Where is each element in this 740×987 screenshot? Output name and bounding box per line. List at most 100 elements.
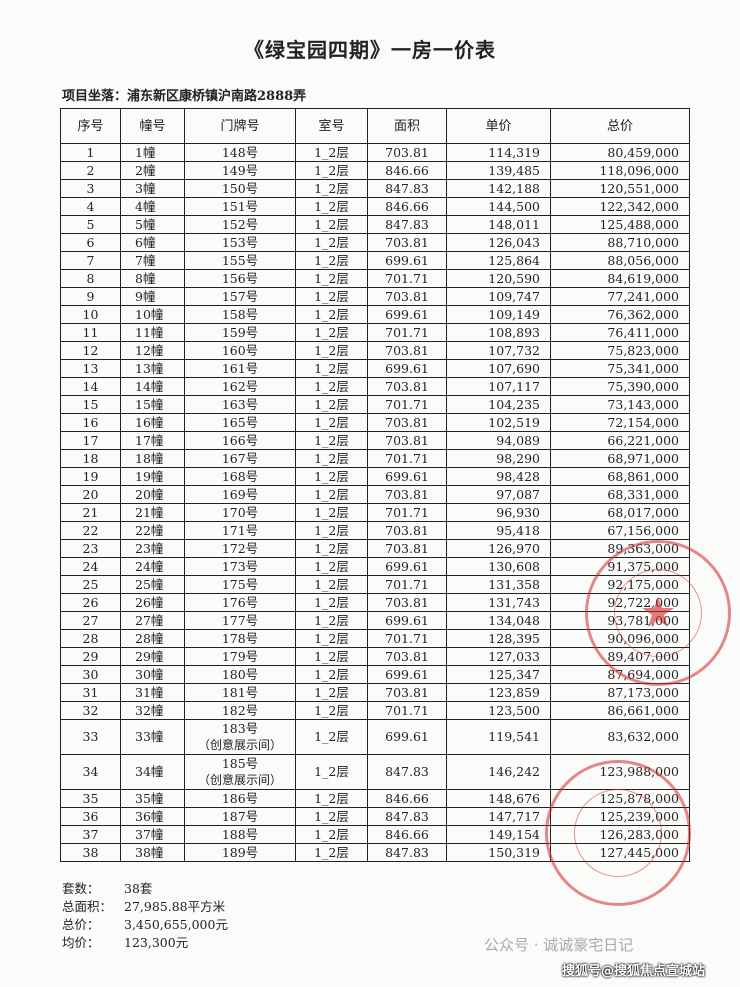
table-cell: 172号 [184,539,296,558]
table-cell: 182号 [184,701,296,720]
table-cell: 131,358 [446,575,551,594]
table-cell: 25 [60,575,121,594]
table-row: 1 1幢 148号 1_2层 703.81 114,319 80,459,000 [60,143,690,162]
table-cell: 98,290 [446,449,551,468]
door-number: 189号 [221,845,259,860]
table-cell: 703.81 [367,521,447,540]
table-cell: 126,970 [446,539,551,558]
door-number: 168号 [221,469,259,484]
table-cell: 94,089 [446,431,551,450]
table-cell: 701.71 [367,323,447,342]
table-cell: 847.83 [367,215,447,234]
table-cell: 25幢 [120,575,185,594]
table-cell: 179号 [184,647,296,666]
door-number: 165号 [221,415,259,430]
door-number: 155号 [221,253,259,268]
table-cell: 20幢 [120,485,185,504]
table-cell: 75,823,000 [550,341,690,360]
table-cell: 80,459,000 [550,143,690,162]
door-number: 160号 [221,343,259,358]
column-header: 序号 [60,108,121,144]
table-cell: 158号 [184,305,296,324]
table-cell: 703.81 [367,683,447,702]
table-cell: 19幢 [120,467,185,486]
table-cell: 168号 [184,467,296,486]
table-cell: 701.71 [367,395,447,414]
table-cell: 13幢 [120,359,185,378]
column-header: 面积 [367,108,447,144]
table-cell: 699.61 [367,305,447,324]
table-cell: 9幢 [120,287,185,306]
door-number: 183号 [221,721,259,736]
table-cell: 29幢 [120,647,185,666]
table-cell: 160号 [184,341,296,360]
door-number: 175号 [221,577,259,592]
door-number: 187号 [221,809,259,824]
table-cell: 125,347 [446,665,551,684]
table-row: 4 4幢 151号 1_2层 846.66 144,500 122,342,000 [60,197,690,216]
table-row: 31 31幢 181号 1_2层 703.81 123,859 87,173,000 [60,683,690,702]
table-cell: 169号 [184,485,296,504]
table-cell: 699.61 [367,467,447,486]
table-cell: 66,221,000 [550,431,690,450]
table-cell: 185号 （创意展示间） [184,754,296,790]
table-cell: 114,319 [446,143,551,162]
project-address: 项目坐落：浦东新区康桥镇沪南路2888弄 [62,89,307,104]
table-row: 24 24幢 173号 1_2层 699.61 130,608 91,375,000 [60,557,690,576]
table-row: 8 8幢 156号 1_2层 701.71 120,590 84,619,000 [60,269,690,288]
table-cell: 35 [60,789,121,808]
table-cell: 703.81 [367,539,447,558]
table-cell: 12幢 [120,341,185,360]
table-cell: 17 [60,431,121,450]
table-cell: 1_2层 [295,251,368,270]
table-cell: 107,732 [446,341,551,360]
table-cell: 12 [60,341,121,360]
table-cell: 2 [60,161,121,180]
company-seal-stamp [585,540,731,686]
door-number: 156号 [221,271,259,286]
table-cell: 151号 [184,197,296,216]
table-cell: 10 [60,305,121,324]
table-cell: 1_2层 [295,825,368,844]
table-cell: 166号 [184,431,296,450]
table-cell: 1_2层 [295,341,368,360]
table-cell: 30幢 [120,665,185,684]
table-cell: 123,859 [446,683,551,702]
table-cell: 701.71 [367,269,447,288]
table-row: 23 23幢 172号 1_2层 703.81 126,970 89,363,000 [60,539,690,558]
summary-value: 38套 [124,881,153,896]
table-cell: 18 [60,449,121,468]
table-cell: 152号 [184,215,296,234]
table-cell: 1_2层 [295,215,368,234]
table-cell: 703.81 [367,485,447,504]
door-note: （创意展示间） [197,773,282,787]
table-cell: 5 [60,215,121,234]
table-cell: 149号 [184,161,296,180]
door-number: 182号 [221,703,259,718]
door-number: 157号 [221,289,259,304]
table-cell: 125,864 [446,251,551,270]
table-cell: 6幢 [120,233,185,252]
table-cell: 846.66 [367,789,447,808]
table-cell: 18幢 [120,449,185,468]
summary-line: 总价： 3,450,655,000元 [62,916,228,934]
table-cell: 68,017,000 [550,503,690,522]
summary-line: 均价： 123,300元 [62,934,228,952]
column-header: 室号 [295,108,368,144]
table-cell: 159号 [184,323,296,342]
table-cell: 15 [60,395,121,414]
table-cell: 173号 [184,557,296,576]
table-row: 18 18幢 167号 1_2层 701.71 98,290 68,971,000 [60,449,690,468]
table-cell: 1_2层 [295,754,368,790]
table-cell: 175号 [184,575,296,594]
table-cell: 28 [60,629,121,648]
table-cell: 24幢 [120,557,185,576]
table-cell: 7 [60,251,121,270]
table-cell: 1_2层 [295,611,368,630]
table-cell: 1_2层 [295,323,368,342]
door-number: 149号 [221,163,259,178]
door-number: 158号 [221,307,259,322]
table-cell: 181号 [184,683,296,702]
table-cell: 97,087 [446,485,551,504]
